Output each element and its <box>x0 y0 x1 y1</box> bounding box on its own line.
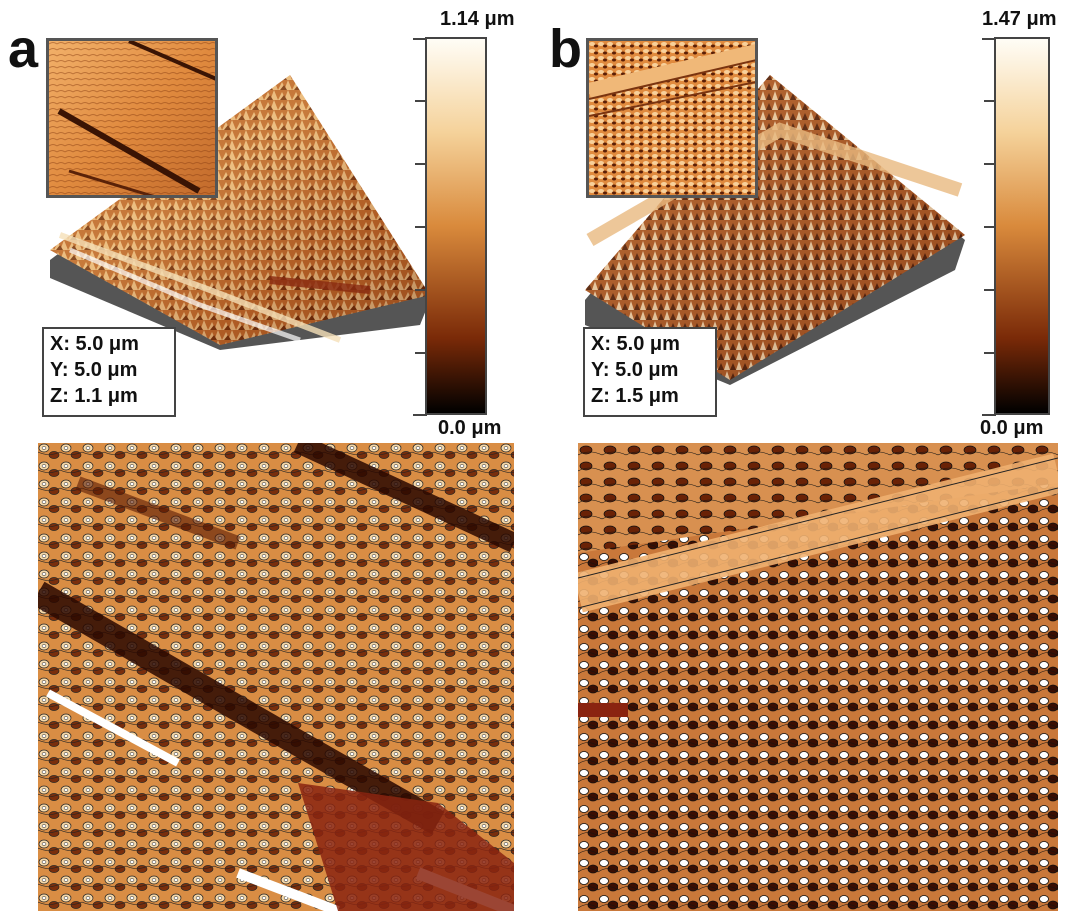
panel-b-dim-y: Y: 5.0 μm <box>591 359 679 381</box>
tick <box>415 352 427 354</box>
tick <box>984 352 996 354</box>
panel-a-contour-map <box>38 443 514 911</box>
tick <box>982 414 996 416</box>
panel-a-inset-image <box>46 38 218 198</box>
panel-b-inset-texture <box>589 41 755 195</box>
panel-b-contour-svg <box>578 443 1058 911</box>
tick <box>413 38 427 40</box>
tick <box>984 100 996 102</box>
panel-a-scale-max: 1.14 μm <box>440 8 515 30</box>
panel-b-3d-surface <box>585 75 965 385</box>
tick <box>984 226 996 228</box>
tick <box>415 289 427 291</box>
tick <box>413 414 427 416</box>
panel-b-contour-map <box>578 443 1058 911</box>
panel-b-dim-x: X: 5.0 μm <box>591 333 680 355</box>
panel-b-scale-min: 0.0 μm <box>980 417 1044 439</box>
panel-a-dim-y: Y: 5.0 μm <box>50 359 138 381</box>
tick <box>982 38 996 40</box>
tick <box>984 163 996 165</box>
panel-b-dimensions: X: 5.0 μm Y: 5.0 μm Z: 1.5 μm <box>583 327 717 417</box>
tick <box>984 289 996 291</box>
tick <box>415 100 427 102</box>
panel-a-inset-texture <box>49 41 215 195</box>
panel-a-dim-x: X: 5.0 μm <box>50 333 139 355</box>
panel-a-contour-svg <box>38 443 514 911</box>
panel-a-dimensions: X: 5.0 μm Y: 5.0 μm Z: 1.1 μm <box>42 327 176 417</box>
panel-b-label: b <box>549 19 582 79</box>
panel-a-scale-min: 0.0 μm <box>438 417 502 439</box>
panel-b-dim-z: Z: 1.5 μm <box>591 385 679 407</box>
panel-a-dim-z: Z: 1.1 μm <box>50 385 138 407</box>
panel-b-inset-image <box>586 38 758 198</box>
panel-a-3d-surface <box>50 75 430 350</box>
panel-a-label: a <box>8 19 39 79</box>
panel-b-color-scale <box>982 37 1050 416</box>
tick <box>415 226 427 228</box>
tick <box>415 163 427 165</box>
panel-a-color-scale <box>413 37 487 416</box>
panel-b-scale-max: 1.47 μm <box>982 8 1057 30</box>
